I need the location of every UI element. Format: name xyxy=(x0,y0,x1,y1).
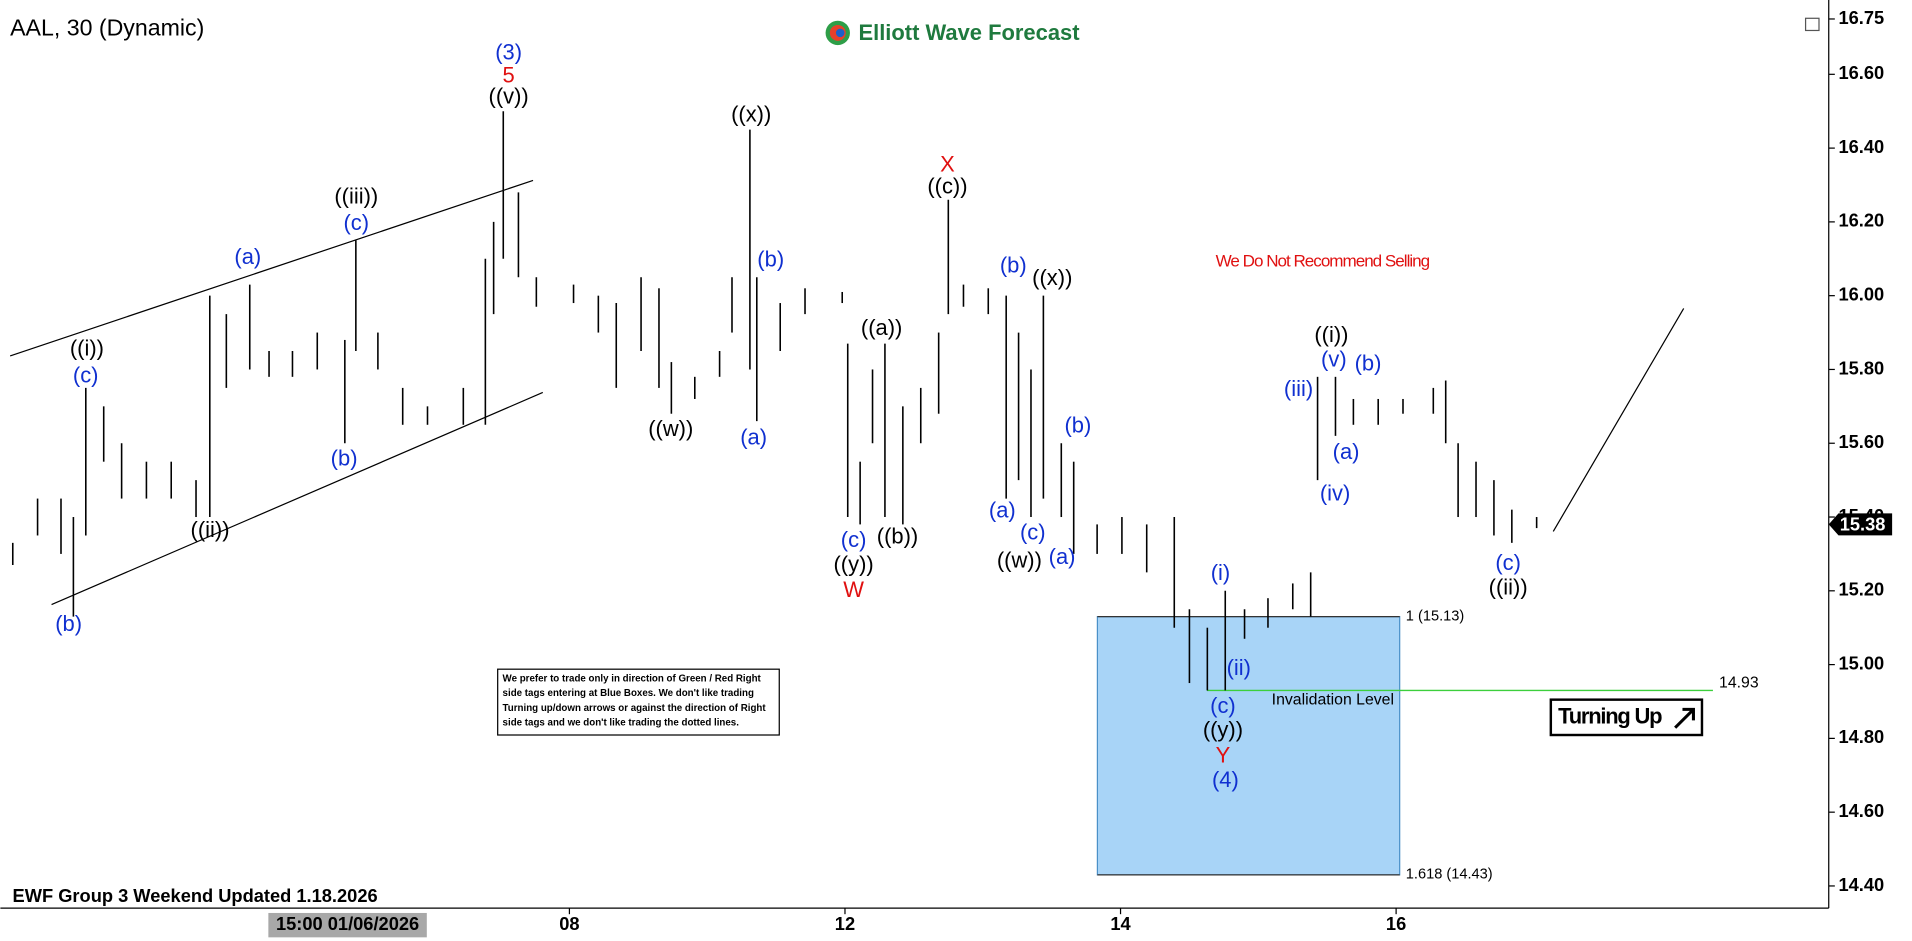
signal: Turning Up xyxy=(1549,698,1704,737)
wave-label: (3) xyxy=(495,39,522,64)
wave-label: ((w)) xyxy=(997,548,1042,573)
footer: EWF Group 3 Weekend Updated 1.18.2026 xyxy=(13,885,378,906)
note-line: side tags and we don't like trading the … xyxy=(503,717,740,728)
wave-label: (i) xyxy=(1211,560,1230,585)
target-box xyxy=(1096,616,1401,876)
note-box: We prefer to trade only in direction of … xyxy=(497,668,780,736)
y-tick-label: 15.00 xyxy=(1838,652,1884,673)
note-line: side tags entering at Blue Boxes. We don… xyxy=(503,688,754,699)
wave-label: ((ii)) xyxy=(1489,575,1528,600)
wave-label: ((i)) xyxy=(70,336,104,361)
wave-label: (b) xyxy=(55,611,82,636)
channel-line xyxy=(51,391,544,606)
signal-arrow xyxy=(1674,707,1695,729)
y-tick-label: 16.60 xyxy=(1838,62,1884,83)
note-frame xyxy=(497,668,780,736)
y-tick-label: 14.40 xyxy=(1838,874,1884,895)
wave-label: ((y)) xyxy=(1203,717,1243,742)
price-tag-label: 15.38 xyxy=(1840,513,1886,534)
wave-label: ((x)) xyxy=(1032,265,1072,290)
y-tick-label: 16.00 xyxy=(1838,283,1884,304)
wave-label: (ii) xyxy=(1227,655,1251,680)
wave-label: (iv) xyxy=(1320,481,1350,506)
wave-label: (b) xyxy=(331,445,358,470)
wave-label: ((y)) xyxy=(834,551,874,576)
wave-label: (v) xyxy=(1321,347,1347,372)
logo: Elliott Wave Forecast xyxy=(825,20,1080,46)
x-tick-label: 08 xyxy=(559,913,579,934)
wave-label: (b) xyxy=(1000,253,1027,278)
plot-layer: 1 (15.13) 1.618 (14.43) 14.93 Invalidation … xyxy=(11,7,1893,938)
warning: We Do Not Recommend Selling xyxy=(1216,252,1431,271)
chart-title: AAL, 30 (Dynamic) xyxy=(10,14,204,40)
wave-label: (4) xyxy=(1212,767,1239,792)
wave-label: ((i)) xyxy=(1314,322,1348,347)
wave-label: ((iii)) xyxy=(334,183,378,208)
y-tick-label: 16.40 xyxy=(1838,136,1884,157)
wave-label: Y xyxy=(1216,743,1231,768)
wave-label: ((c)) xyxy=(927,174,967,199)
y-tick-label: 14.60 xyxy=(1838,800,1884,821)
wave-label: (b) xyxy=(1064,412,1091,437)
wave-label: (iii) xyxy=(1284,376,1313,401)
wave-label: (a) xyxy=(1333,439,1360,464)
note-line: Turning up/down arrows or against the di… xyxy=(503,703,767,714)
window-button[interactable] xyxy=(1804,17,1820,32)
y-tick-label: 15.80 xyxy=(1838,357,1884,378)
wave-label: (a) xyxy=(740,425,767,450)
cursor-label-bg xyxy=(268,912,427,938)
invalidation-value: 14.93 xyxy=(1719,674,1759,691)
wave-label: (c) xyxy=(343,210,369,235)
wave-label: (c) xyxy=(841,527,867,552)
wave-label: ((a)) xyxy=(861,315,902,340)
y-tick-label: 15.60 xyxy=(1838,431,1884,452)
note-line: We prefer to trade only in direction of … xyxy=(503,674,762,685)
wave-label: ((w)) xyxy=(648,416,693,441)
wave-label: 5 xyxy=(503,63,515,88)
wave-label: ((ii)) xyxy=(191,517,230,542)
x-tick-label: 14 xyxy=(1110,913,1131,934)
wave-label: (c) xyxy=(73,362,99,387)
wave-label: (b) xyxy=(757,247,784,272)
y-tick-label: 15.20 xyxy=(1838,579,1884,600)
wave-label: ((b)) xyxy=(877,523,918,548)
y-tick-label: 16.75 xyxy=(1838,7,1884,28)
wave-label: (a) xyxy=(989,498,1016,523)
level-label: 1.618 (14.43) xyxy=(1406,867,1493,883)
signal-text: Turning Up xyxy=(1558,704,1662,729)
wave-label: (c) xyxy=(1020,520,1046,545)
channel-line xyxy=(9,179,534,357)
y-tick-label: 14.80 xyxy=(1838,726,1884,747)
x-tick-label: 16 xyxy=(1386,913,1406,934)
wave-label: ((v)) xyxy=(489,83,529,108)
wave-label: (b) xyxy=(1355,350,1382,375)
logo-icon xyxy=(835,28,845,38)
brand: Elliott Wave Forecast xyxy=(858,20,1080,45)
wave-label: W xyxy=(843,577,864,602)
cursor-label: 15:00 01/06/2026 xyxy=(276,913,419,934)
price-tag xyxy=(1828,513,1893,536)
wave-label: (a) xyxy=(1049,544,1076,569)
level-label: 1 (15.13) xyxy=(1406,608,1464,624)
wave-label: ((x)) xyxy=(731,102,771,127)
wave-label: (a) xyxy=(234,244,261,269)
invalidation-text: Invalidation Level xyxy=(1272,691,1394,708)
wave-label: (c) xyxy=(1495,550,1521,575)
wave-label: X xyxy=(940,152,955,177)
projection-line xyxy=(1552,308,1685,532)
signal-frame xyxy=(1549,698,1704,737)
x-tick-label: 12 xyxy=(835,913,855,934)
wave-label: (c) xyxy=(1210,693,1236,718)
y-tick-label: 16.20 xyxy=(1838,210,1884,231)
